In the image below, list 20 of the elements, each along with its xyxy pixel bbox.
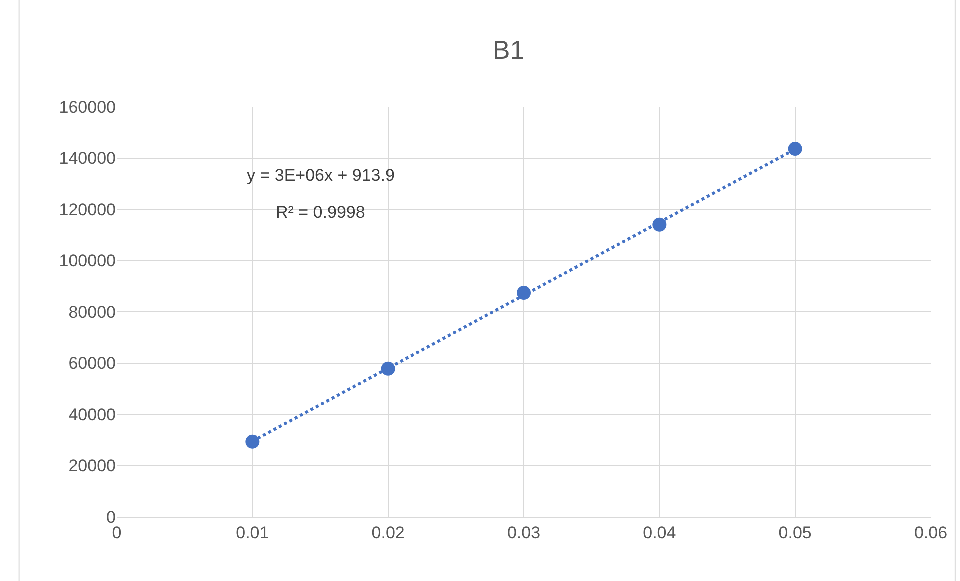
y-tick-label: 160000 (59, 98, 116, 117)
y-tick-label: 100000 (59, 252, 116, 271)
x-tick-label: 0.04 (643, 523, 676, 542)
x-tick-label: 0.06 (914, 523, 948, 542)
y-tick-label: 60000 (68, 354, 116, 374)
annotation: y = 3E+06x + 913.9 (247, 166, 395, 185)
point (246, 434, 260, 449)
y-tick-label: 120000 (59, 200, 116, 220)
point (788, 142, 802, 156)
y-tick-label: 0 (106, 508, 116, 527)
x-tick-label: 0.05 (778, 523, 812, 542)
y-tick-label: 40000 (68, 405, 116, 424)
x-tick-label: 0.02 (372, 523, 405, 542)
y-tick-label: 140000 (59, 149, 116, 168)
x-tick-label: 0.03 (507, 523, 541, 542)
annotation: R² = 0.9998 (276, 203, 366, 222)
chart-title: B1 (492, 34, 525, 65)
y-tick-label: 20000 (68, 456, 116, 476)
y-tick-label: 80000 (68, 302, 116, 322)
x-tick-label: 0.01 (236, 523, 270, 542)
